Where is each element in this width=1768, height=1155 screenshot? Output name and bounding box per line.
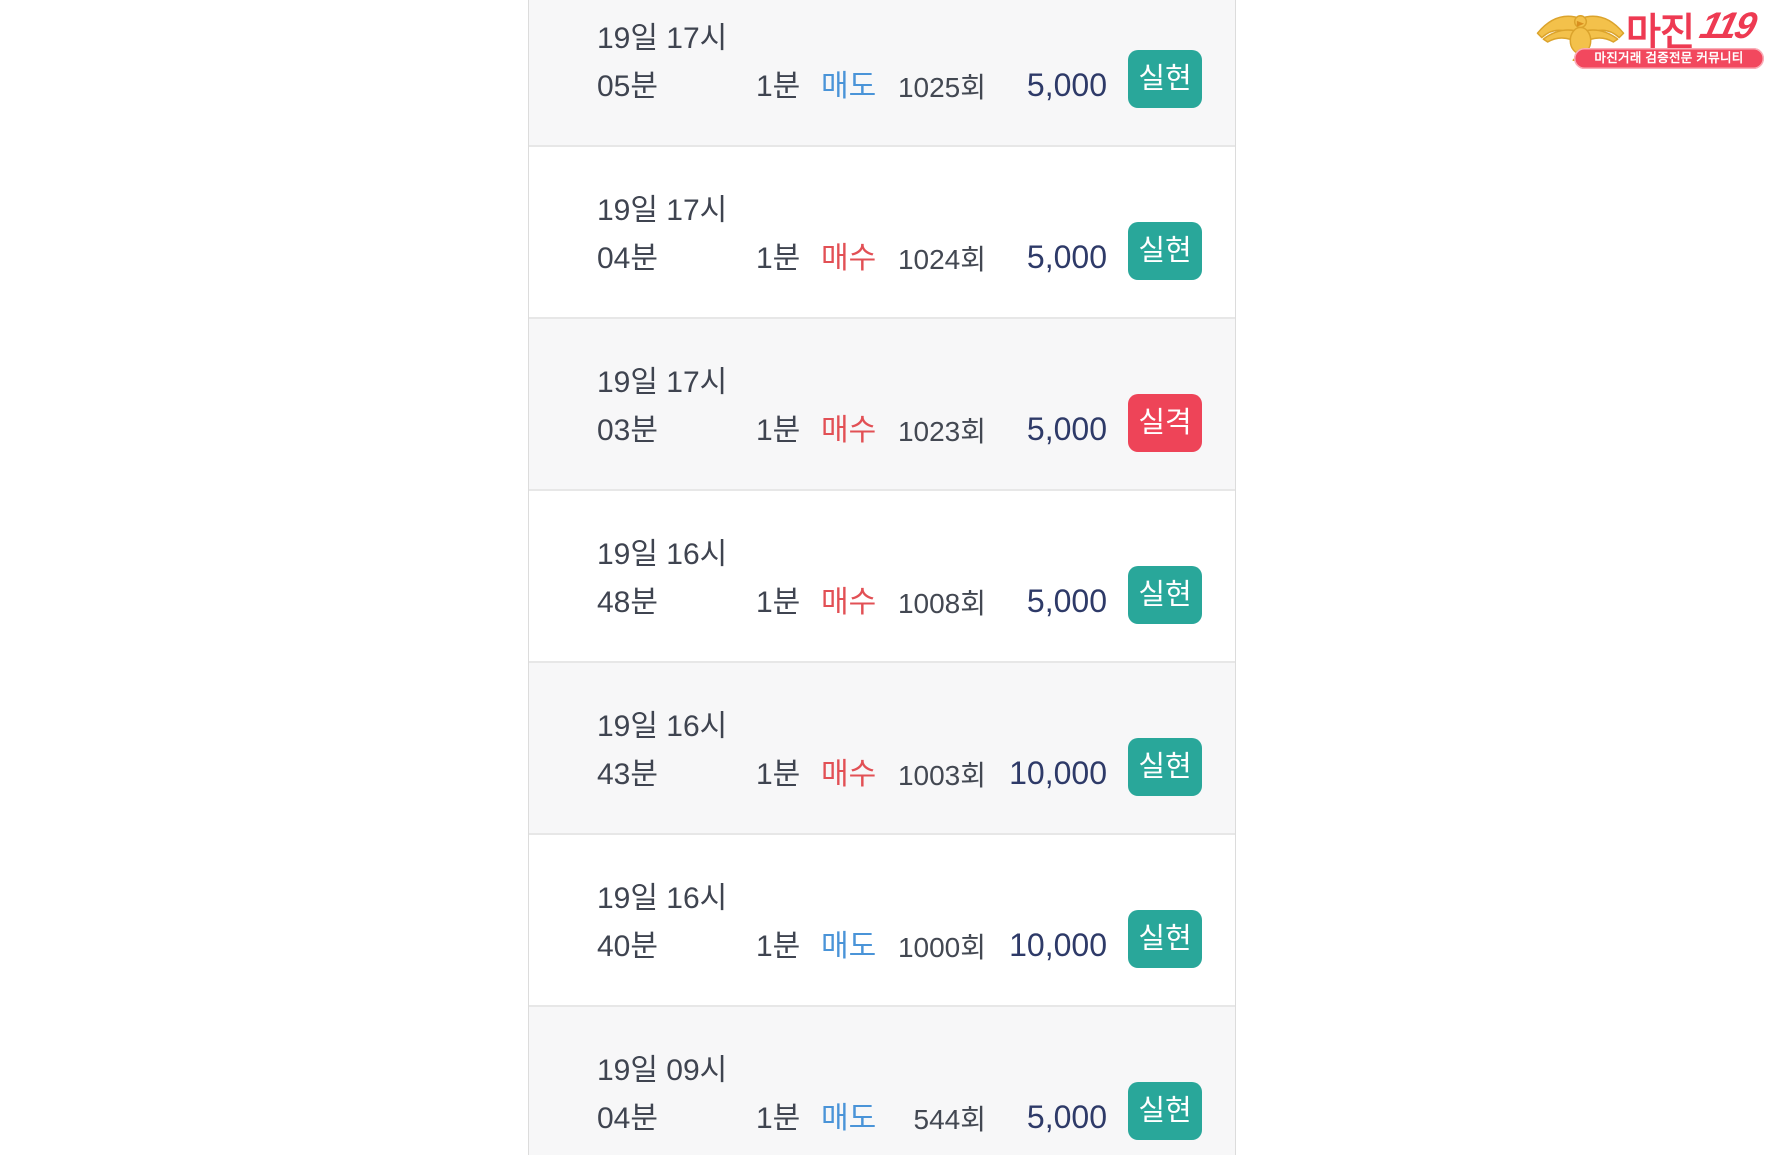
trade-row[interactable]: 19일 17시 03분 1분 매수 1023회 5,000 실격 (529, 319, 1235, 491)
trade-row[interactable]: 19일 16시 40분 1분 매도 1000회 10,000 실현 (529, 835, 1235, 1007)
trade-round-count: 1003회 (897, 760, 986, 791)
brand-suffix: 119 (1696, 5, 1760, 46)
trade-row[interactable]: 19일 17시 04분 1분 매수 1024회 5,000 실현 (529, 147, 1235, 319)
trade-round-count: 1000회 (897, 932, 986, 963)
trade-date: 19일 17시 (597, 194, 728, 227)
status-badge: 실현 (1128, 222, 1202, 280)
status-badge: 실격 (1128, 394, 1202, 452)
trade-date: 19일 17시 (597, 366, 728, 399)
status-badge: 실현 (1128, 566, 1202, 624)
trade-minute: 48분 (597, 586, 658, 619)
trade-amount: 5,000 (1026, 583, 1107, 619)
status-badge: 실현 (1128, 1082, 1202, 1140)
trade-amount: 10,000 (1009, 755, 1107, 791)
trade-interval: 1분 (756, 586, 801, 619)
trade-round-count: 1008회 (897, 588, 986, 619)
trade-amount: 5,000 (1026, 411, 1107, 447)
trade-round-count: 544회 (913, 1104, 986, 1135)
trade-interval: 1분 (756, 414, 801, 447)
trade-minute: 04분 (597, 1102, 658, 1135)
trade-history-panel: 19일 17시 05분 1분 매도 1025회 5,000 실현 19일 17시… (528, 0, 1236, 1155)
trade-side-label: 매수 (821, 586, 877, 619)
trade-row[interactable]: 19일 09시 04분 1분 매도 544회 5,000 실현 (529, 1007, 1235, 1155)
status-badge: 실현 (1128, 738, 1202, 796)
trade-interval: 1분 (756, 242, 801, 275)
trade-date: 19일 16시 (597, 882, 728, 915)
trade-side-label: 매수 (821, 414, 877, 447)
trade-round-count: 1024회 (897, 244, 986, 275)
trade-round-count: 1025회 (897, 72, 986, 103)
trade-minute: 05분 (597, 70, 658, 103)
trade-row[interactable]: 19일 16시 43분 1분 매수 1003회 10,000 실현 (529, 663, 1235, 835)
trade-date: 19일 09시 (597, 1054, 728, 1087)
trade-interval: 1분 (756, 1102, 801, 1135)
trade-amount: 10,000 (1009, 927, 1107, 963)
brand-name: 마진 (1626, 12, 1695, 54)
trade-interval: 1분 (756, 930, 801, 963)
trade-side-label: 매도 (821, 930, 877, 963)
trade-interval: 1분 (756, 758, 801, 791)
trade-side-label: 매수 (821, 242, 877, 275)
trade-interval: 1분 (756, 70, 801, 103)
trade-minute: 43분 (597, 758, 658, 791)
trade-date: 19일 16시 (597, 710, 728, 743)
trade-side-label: 매도 (821, 70, 877, 103)
trade-date: 19일 16시 (597, 538, 728, 571)
trade-amount: 5,000 (1026, 1099, 1107, 1135)
trade-amount: 5,000 (1026, 67, 1107, 103)
trade-date: 19일 17시 (597, 22, 728, 55)
trade-amount: 5,000 (1026, 239, 1107, 275)
trade-side-label: 매수 (821, 758, 877, 791)
brand-tagline: 마진거래 검증전문 커뮤니티 (1574, 48, 1764, 69)
status-badge: 실현 (1128, 50, 1202, 108)
trade-round-count: 1023회 (897, 416, 986, 447)
trade-row[interactable]: 19일 17시 05분 1분 매도 1025회 5,000 실현 (529, 0, 1235, 147)
trade-side-label: 매도 (821, 1102, 877, 1135)
trade-minute: 03분 (597, 414, 658, 447)
eagle-emblem-icon (1533, 7, 1628, 66)
trade-row[interactable]: 19일 16시 48분 1분 매수 1008회 5,000 실현 (529, 491, 1235, 663)
trade-history-list: 19일 17시 05분 1분 매도 1025회 5,000 실현 19일 17시… (529, 0, 1235, 1155)
site-logo[interactable]: 마진 119 마진거래 검증전문 커뮤니티 (1533, 5, 1766, 71)
trade-minute: 04분 (597, 242, 658, 275)
status-badge: 실현 (1128, 910, 1202, 968)
trade-minute: 40분 (597, 930, 658, 963)
